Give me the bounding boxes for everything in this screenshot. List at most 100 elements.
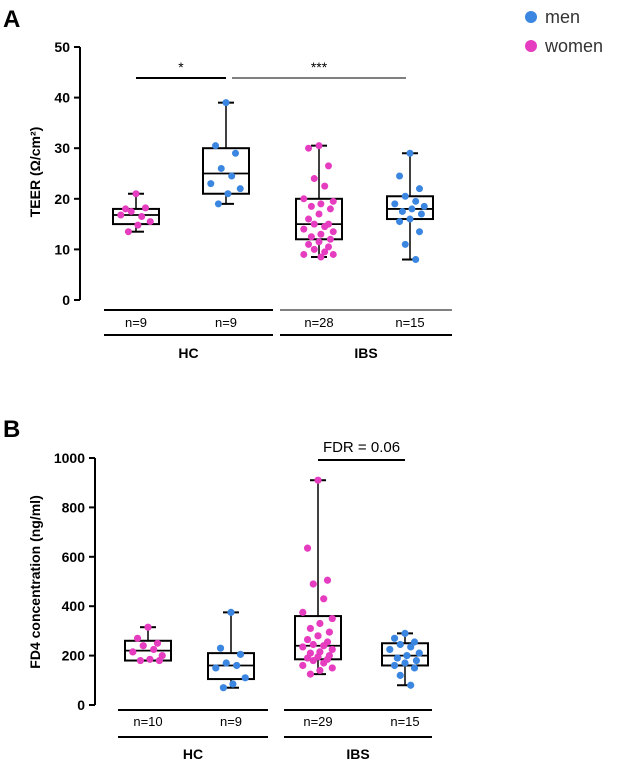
data-point [212, 664, 220, 672]
data-point [155, 656, 163, 665]
data-point [142, 204, 149, 212]
data-point [153, 639, 162, 647]
data-point [396, 640, 404, 649]
y-tick-label: 10 [54, 241, 70, 257]
data-point [408, 205, 416, 213]
data-point [139, 642, 147, 650]
data-point [328, 614, 336, 623]
data-point [307, 202, 315, 210]
legend-men-marker [525, 11, 537, 23]
data-point [309, 656, 317, 665]
data-point [401, 240, 409, 248]
data-point [325, 243, 332, 251]
n-label: n=9 [220, 714, 242, 729]
data-point [222, 99, 230, 107]
data-point [138, 213, 146, 221]
y-tick-label: 30 [54, 140, 70, 156]
data-point [229, 680, 237, 688]
n-label: n=28 [304, 315, 333, 330]
n-label: n=29 [303, 714, 332, 729]
legend: men women [525, 7, 603, 56]
n-label: n=15 [390, 714, 419, 729]
data-point [326, 205, 334, 213]
data-point [236, 650, 245, 658]
y-tick-label: 1000 [54, 450, 85, 466]
legend-men-label: men [545, 7, 580, 27]
data-point [406, 149, 414, 157]
data-point [316, 619, 324, 628]
data-point [146, 655, 154, 663]
data-point [412, 256, 420, 264]
data-point [299, 643, 307, 651]
panel-b-letter: B [3, 416, 20, 443]
data-point [325, 628, 333, 636]
data-point [310, 245, 318, 253]
data-point [305, 215, 313, 223]
data-point [391, 200, 399, 208]
data-point [136, 656, 144, 665]
data-point [406, 215, 414, 223]
data-point [401, 192, 409, 200]
data-point [306, 624, 314, 633]
data-point [222, 659, 230, 667]
data-point [129, 648, 137, 656]
data-point [307, 233, 315, 241]
panel-b-plot: 0 200 400 600 800 1000 n=10 n=9 HC n=29 n=15 IBS FDR… [54, 439, 432, 762]
data-point [299, 661, 307, 670]
y-tick-label: 40 [54, 90, 70, 106]
data-point [303, 544, 312, 552]
data-point [306, 670, 314, 678]
data-point [320, 595, 328, 603]
data-point [323, 576, 332, 584]
data-point [305, 240, 313, 248]
data-point [233, 661, 241, 670]
data-point [300, 250, 308, 258]
data-point [403, 652, 411, 660]
data-point [117, 211, 125, 219]
data-point [310, 175, 318, 183]
data-point [317, 253, 325, 261]
group-label: IBS [346, 746, 369, 762]
data-point [314, 476, 322, 484]
data-point [300, 195, 308, 203]
data-point [309, 580, 317, 588]
data-point [299, 608, 307, 616]
data-point [236, 185, 244, 193]
group-label: HC [178, 345, 198, 361]
data-point [228, 172, 236, 180]
data-point [328, 664, 336, 672]
y-tick-label: 0 [77, 697, 85, 713]
data-point [320, 642, 328, 650]
data-point [401, 629, 409, 637]
data-point [303, 654, 312, 662]
data-point [329, 250, 337, 258]
data-point [390, 661, 399, 670]
n-label: n=15 [395, 315, 424, 330]
data-point [321, 182, 329, 190]
n-label: n=9 [215, 315, 237, 330]
data-point [329, 228, 337, 236]
y-tick-label: 600 [62, 549, 86, 565]
data-point [300, 225, 308, 233]
data-point [219, 684, 227, 692]
data-point [412, 656, 420, 665]
data-point [410, 664, 419, 672]
data-point [396, 172, 404, 180]
data-point [329, 197, 337, 205]
data-point [241, 674, 249, 682]
data-point [305, 144, 313, 152]
data-point [315, 210, 323, 218]
data-point [150, 645, 158, 654]
data-point [328, 645, 336, 654]
data-point [390, 634, 399, 642]
significance-label: FDR = 0.06 [323, 439, 400, 456]
data-point [124, 228, 132, 236]
data-point [132, 190, 140, 198]
data-point [420, 202, 428, 210]
data-point [127, 207, 135, 215]
data-point [317, 200, 325, 208]
data-point [144, 623, 152, 631]
data-point [303, 635, 312, 644]
n-label: n=10 [133, 714, 162, 729]
